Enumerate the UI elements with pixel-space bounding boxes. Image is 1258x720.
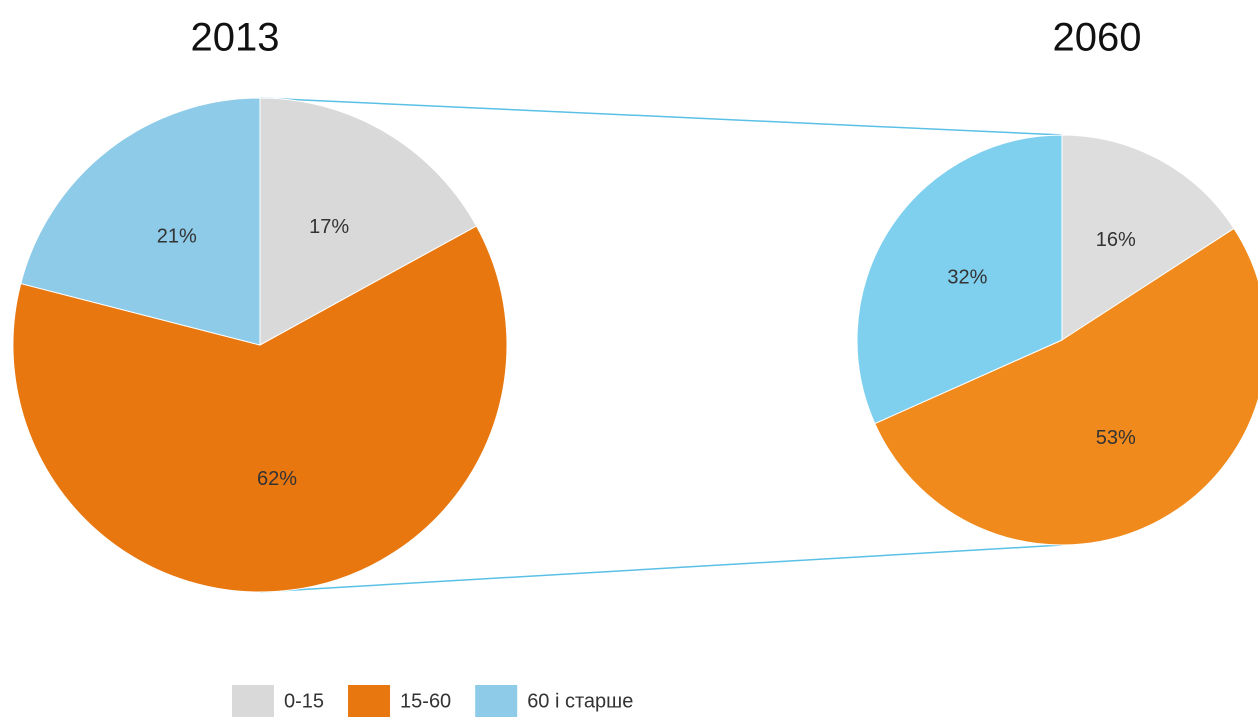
pie-slice	[20, 97, 261, 346]
data-label: 21%	[157, 226, 197, 248]
value: 17	[309, 216, 331, 238]
unit: %	[970, 267, 988, 289]
data-label: 32%	[947, 267, 987, 289]
unit: %	[1118, 427, 1136, 449]
chart-title: 2013	[191, 16, 280, 60]
legend-swatch	[348, 685, 391, 717]
pie-slice	[259, 97, 478, 346]
value: 16	[1096, 229, 1118, 251]
legend-label: 15-60	[400, 690, 451, 712]
legend-label: 0-15	[284, 690, 324, 712]
data-label: 62%	[257, 468, 297, 490]
legend-swatch	[232, 685, 274, 717]
value: 62	[257, 468, 279, 490]
data-label: 53%	[1096, 427, 1136, 449]
data-label: 16%	[1096, 229, 1136, 251]
value: 53	[1096, 427, 1118, 449]
value: 21	[157, 226, 179, 248]
data-label: 17%	[309, 216, 349, 238]
connectors	[259, 97, 1063, 593]
pie-slice	[856, 134, 1063, 425]
chart-title: 2060	[1053, 16, 1142, 60]
unit: %	[179, 226, 197, 248]
unit: %	[331, 216, 349, 238]
connector	[259, 97, 1063, 136]
pie-slice	[12, 225, 508, 593]
connector	[259, 544, 1063, 593]
legend-label: 60 і старше	[527, 690, 633, 712]
value: 32	[947, 267, 969, 289]
legend-swatch	[475, 685, 518, 717]
pie-slice	[874, 227, 1258, 546]
unit: %	[279, 468, 297, 490]
pie-slice	[1061, 134, 1235, 341]
unit: %	[1118, 229, 1136, 251]
